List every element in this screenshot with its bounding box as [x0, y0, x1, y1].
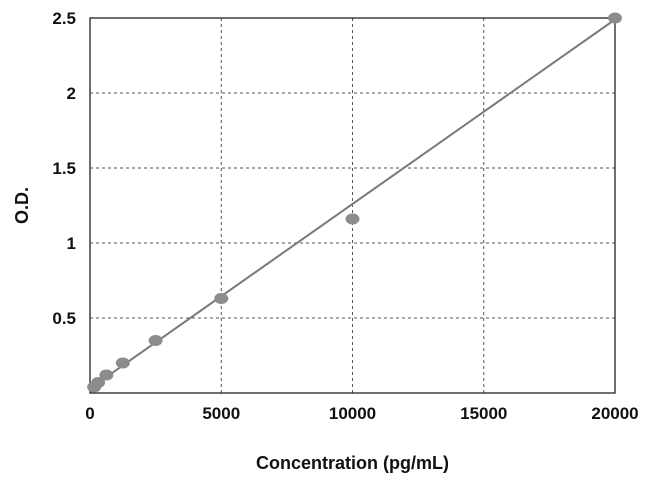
x-tick-label: 15000: [460, 404, 507, 423]
x-tick-label: 10000: [329, 404, 376, 423]
data-point: [345, 213, 360, 225]
y-axis-label: O.D.: [12, 187, 32, 224]
data-points: [87, 12, 622, 393]
data-point: [99, 369, 114, 381]
data-point: [91, 377, 106, 388]
data-point: [115, 357, 130, 369]
y-tick-label: 1.5: [52, 159, 76, 178]
trendline: [89, 18, 616, 390]
tick-labels: 0 5000 10000 15000 20000 0.5 1 1.5 2 2.5: [52, 9, 638, 423]
y-tick-label: 0.5: [52, 309, 76, 328]
x-axis-label: Concentration (pg/mL): [256, 453, 449, 473]
x-tick-label: 5000: [202, 404, 240, 423]
y-tick-label: 2: [67, 84, 76, 103]
x-tick-label: 20000: [591, 404, 638, 423]
plot-area: [89, 17, 616, 394]
x-tick-label: 0: [85, 404, 94, 423]
y-tick-label: 2.5: [52, 9, 76, 28]
data-point: [608, 12, 622, 24]
data-point: [148, 335, 163, 346]
grid: [90, 18, 615, 393]
y-tick-label: 1: [67, 234, 76, 253]
data-point: [214, 293, 229, 304]
